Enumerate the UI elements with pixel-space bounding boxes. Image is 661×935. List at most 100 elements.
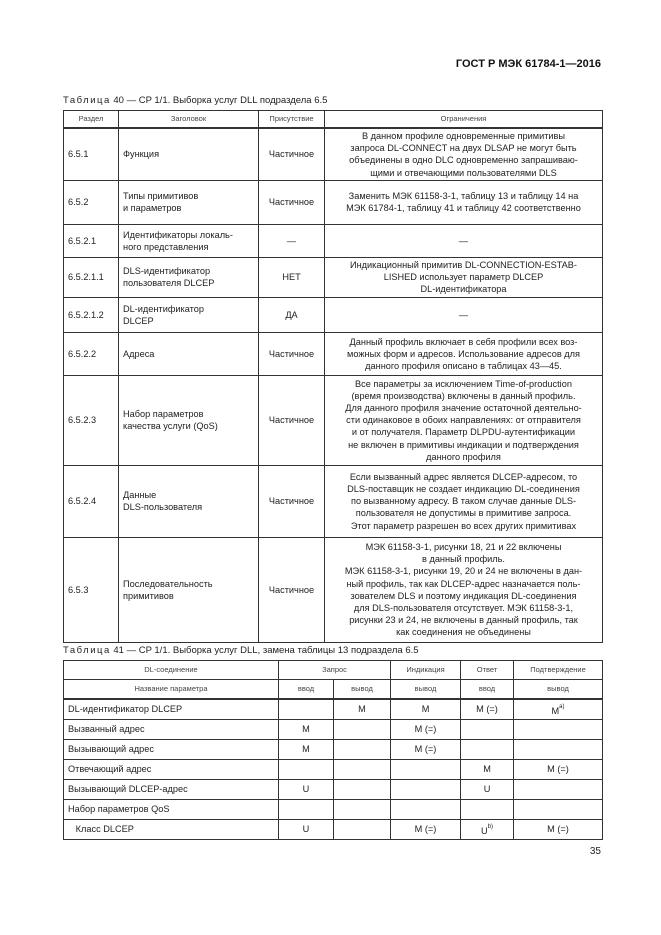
section-cell: 6.5.1	[63, 127, 119, 181]
section-cell: 6.5.2.2	[63, 331, 119, 376]
caption-label: Таблица	[63, 95, 111, 106]
section-cell: 6.5.2.1.1	[63, 256, 119, 298]
constraints-cell: Если вызванный адрес является DLCEP-адре…	[324, 464, 603, 538]
table-row: 6.5.2.4 Данные DLS-пользователя Частичное Е…	[63, 464, 603, 538]
page-number: 35	[589, 846, 601, 857]
column-header: Раздел	[63, 110, 119, 129]
parameter-name-cell: Отвечающий адрес	[63, 759, 279, 780]
value-cell	[278, 698, 334, 720]
value-cell	[513, 799, 604, 820]
table-row: 6.5.3 Последовательность примитивов Частич…	[63, 536, 603, 643]
section-cell: 6.5.2.1.2	[63, 296, 119, 333]
value-cell	[390, 759, 462, 780]
value-cell: M (=)	[513, 759, 604, 780]
value-cell: U	[278, 779, 334, 800]
presence-cell: —	[258, 223, 325, 258]
parameter-name-cell: Вызывающий DLCEP-адрес	[63, 779, 279, 800]
value-cell	[513, 779, 604, 800]
presence-cell: Частичное	[258, 464, 325, 538]
column-subheader: Название параметра	[63, 679, 279, 700]
cell-value: M (=)	[476, 704, 498, 715]
cell-value: M (=)	[414, 824, 437, 835]
column-subheader: вывод	[513, 679, 604, 700]
value-cell: U	[460, 779, 515, 800]
value-cell: M	[332, 698, 392, 720]
parameter-name-cell: DL-идентификатор DLCEP	[63, 698, 279, 720]
presence-cell: Частичное	[258, 536, 325, 643]
value-cell	[332, 819, 392, 840]
parameter-name-cell: Вызванный адрес	[63, 719, 279, 740]
caption-label: Таблица	[63, 645, 111, 656]
value-cell	[278, 799, 334, 820]
value-cell: M	[278, 719, 334, 740]
value-cell	[460, 739, 515, 760]
column-subheader: вывод	[390, 679, 462, 700]
cell-value: M	[302, 724, 310, 735]
cell-value: U	[302, 824, 310, 835]
value-cell: M	[278, 739, 334, 760]
cell-value: U	[483, 784, 491, 795]
cell-value: M	[421, 704, 430, 715]
value-cell	[278, 759, 334, 780]
column-group-header: Запрос	[277, 660, 392, 680]
value-cell	[460, 719, 515, 740]
value-cell: M (=)	[460, 698, 515, 720]
title-cell: Набор параметров качества услуги (QoS)	[118, 374, 259, 466]
value-cell: M	[390, 698, 462, 720]
cell-value: U	[481, 826, 488, 837]
table-row: Вызывающий адрес M M (=)	[63, 739, 604, 760]
cell-value: M	[483, 764, 491, 775]
presence-cell: НЕТ	[258, 256, 325, 298]
table-41: DL-соединение Запрос Индикация Ответ Подтвер…	[63, 660, 604, 840]
value-cell	[332, 739, 392, 760]
value-cell	[332, 799, 392, 820]
presence-cell: Частичное	[258, 127, 325, 181]
value-cell: M (=)	[390, 819, 462, 840]
cell-value: M (=)	[547, 764, 569, 775]
section-cell: 6.5.2.4	[63, 464, 119, 538]
value-cell: M	[460, 759, 515, 780]
section-cell: 6.5.2.1	[63, 223, 119, 258]
table-row: 6.5.2.1.1 DLS-идентификатор пользователя …	[63, 256, 603, 298]
constraints-cell: Все параметры за исключением Time-of-pro…	[324, 374, 603, 466]
table-41-caption: Таблица 41 — CP 1/1. Выборка услуг DLL, …	[63, 645, 419, 656]
cell-value: M	[358, 704, 366, 715]
value-cell: M (=)	[513, 819, 604, 840]
document-id: ГОСТ Р МЭК 61784-1—2016	[455, 58, 601, 70]
cell-value: M	[551, 706, 560, 717]
column-subheader: ввод	[278, 679, 334, 700]
table-40: Раздел Заголовок Присутствие Ограничения 6.…	[63, 110, 603, 643]
footnote-marker: a)	[559, 704, 565, 711]
table-row: 6.5.1 Функция Частичное В данном профиле од…	[63, 127, 603, 181]
value-cell: U	[278, 819, 334, 840]
value-cell	[513, 719, 604, 740]
table-row: DL-идентификатор DLCEP M M M (=) Ma)	[63, 698, 604, 720]
presence-cell: Частичное	[258, 331, 325, 376]
title-cell: Функция	[118, 127, 259, 181]
parameter-name-cell: Класс DLCEP	[63, 819, 279, 840]
constraints-cell: Данный профиль включает в себя профили в…	[324, 331, 603, 376]
footnote-marker: b)	[487, 824, 493, 831]
parameter-name-cell: Вызывающий адрес	[63, 739, 279, 760]
cell-value: U	[302, 784, 310, 795]
value-cell: M (=)	[390, 719, 462, 740]
column-group-header: Ответ	[460, 660, 515, 680]
cell-value: M (=)	[414, 724, 437, 735]
table-row: 6.5.2.2 Адреса Частичное Данный профиль вкл…	[63, 331, 603, 376]
table-row: Вызванный адрес M M (=)	[63, 719, 604, 740]
section-cell: 6.5.2	[63, 179, 119, 225]
table-40-caption: Таблица 40 — CP 1/1. Выборка услуг DLL п…	[63, 95, 327, 106]
presence-cell: Частичное	[258, 179, 325, 225]
value-cell: Ub)	[460, 819, 515, 840]
constraints-cell: МЭК 61158-3-1, рисунки 18, 21 и 22 включ…	[324, 536, 603, 643]
constraints-cell: —	[324, 223, 603, 258]
column-group-header: Подтверждение	[513, 660, 604, 680]
column-subheader: ввод	[460, 679, 515, 700]
title-cell: Данные DLS-пользователя	[118, 464, 259, 538]
caption-text: 40 — CP 1/1. Выборка услуг DLL подраздел…	[110, 95, 328, 106]
title-cell: Идентификаторы локаль- ного представлени…	[118, 223, 259, 258]
value-cell	[513, 739, 604, 760]
column-subheader: вывод	[332, 679, 392, 700]
title-cell: DLS-идентификатор пользователя DLCEP	[118, 256, 259, 298]
presence-cell: ДА	[258, 296, 325, 333]
